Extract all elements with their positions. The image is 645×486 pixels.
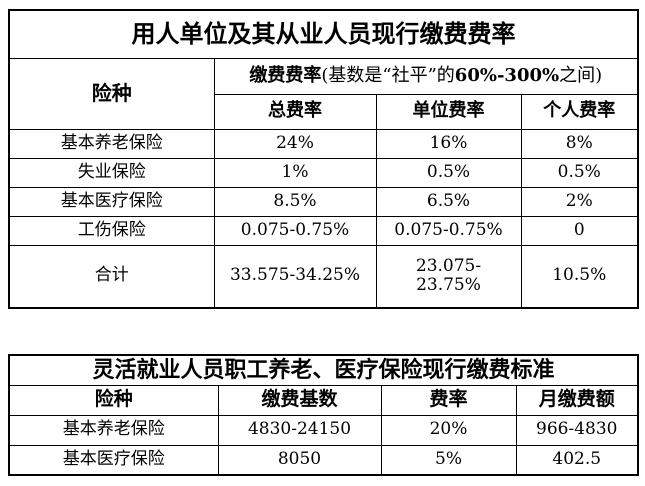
row-label-cell: 工伤保险	[8, 215, 215, 246]
rate-cell: 5%	[380, 444, 517, 476]
rate-cell: 20%	[380, 414, 517, 446]
employer-rate-cell: 16%	[375, 128, 522, 159]
total-rate-cell: 8.5%	[213, 186, 377, 217]
contribution-base-header: 缴费基数	[217, 384, 382, 416]
employer-rate-cell: 6.5%	[375, 186, 522, 217]
table-row-work-injury: 工伤保险 0.075-0.75% 0.075-0.75% 0	[8, 215, 639, 246]
monthly-amount-cell: 402.5	[515, 444, 639, 476]
row-label-cell: 基本医疗保险	[8, 444, 219, 476]
total-rate-cell: 24%	[213, 128, 377, 159]
employer-rate-cell: 0.075-0.75%	[375, 215, 522, 246]
personal-rate-cell: 10.5%	[520, 244, 639, 309]
total-rate-cell: 33.575-34.25%	[213, 244, 377, 309]
table1-title: 用人单位及其从业人员现行缴费费率	[8, 9, 639, 59]
table1-header-row-1: 险种 缴费费率(基数是“社平”的60%-300%之间)	[8, 57, 639, 130]
personal-rate-cell: 8%	[520, 128, 639, 159]
rate-base-header: 缴费费率(基数是“社平”的60%-300%之间)	[213, 57, 639, 95]
total-rate-header: 总费率	[213, 93, 377, 130]
rate-header-normal-part1: (基数是“社平”的	[321, 64, 455, 86]
rate-header-normal-part2: 之间)	[559, 64, 603, 86]
row-label-cell: 失业保险	[8, 157, 215, 188]
table2-title: 灵活就业人员职工养老、医疗保险现行缴费标准	[8, 354, 639, 386]
table-row-total: 合计 33.575-34.25% 23.075- 23.75% 10.5%	[8, 244, 639, 309]
table2-title-row: 灵活就业人员职工养老、医疗保险现行缴费标准	[8, 354, 639, 386]
insurance-type-header: 险种	[8, 57, 215, 130]
row-label-cell: 合计	[8, 244, 215, 309]
table1-header-row-2: 总费率 单位费率 个人费率	[9, 93, 639, 130]
personal-rate-cell: 2%	[520, 186, 639, 217]
monthly-amount-cell: 966-4830	[515, 414, 639, 446]
employer-rate-header: 单位费率	[375, 93, 522, 130]
table-row-pension: 基本养老保险 4830-24150 20% 966-4830	[8, 414, 639, 446]
contribution-base-cell: 8050	[217, 444, 382, 476]
row-label-cell: 基本养老保险	[8, 128, 215, 159]
employer-rate-cell: 23.075- 23.75%	[375, 244, 522, 309]
employer-rate-cell: 0.5%	[375, 157, 522, 188]
insurance-type-header: 险种	[8, 384, 219, 416]
row-label-cell: 基本医疗保险	[8, 186, 215, 217]
table1-title-row: 用人单位及其从业人员现行缴费费率	[8, 9, 639, 59]
personal-rate-cell: 0.5%	[520, 157, 639, 188]
personal-rate-header: 个人费率	[520, 93, 639, 130]
monthly-amount-header: 月缴费额	[515, 384, 639, 416]
table-row-medical: 基本医疗保险 8050 5% 402.5	[8, 444, 639, 476]
rate-header-bold-part2: 60%-300%	[454, 64, 560, 86]
total-rate-cell: 1%	[213, 157, 377, 188]
flexible-employment-standards-table: 灵活就业人员职工养老、医疗保险现行缴费标准 险种 缴费基数 费率 月缴费额 基本…	[8, 354, 640, 476]
rate-header: 费率	[380, 384, 517, 416]
contribution-base-cell: 4830-24150	[217, 414, 382, 446]
table2-header-row: 险种 缴费基数 费率 月缴费额	[8, 384, 639, 416]
employer-employee-rates-table: 用人单位及其从业人员现行缴费费率 险种 缴费费率(基数是“社平”的60%-300…	[8, 9, 639, 309]
table-row-medical: 基本医疗保险 8.5% 6.5% 2%	[8, 186, 639, 217]
personal-rate-cell: 0	[520, 215, 639, 246]
table-row-pension: 基本养老保险 24% 16% 8%	[8, 128, 639, 159]
rate-header-bold-part1: 缴费费率	[249, 64, 322, 86]
row-label-cell: 基本养老保险	[8, 414, 219, 446]
table-row-unemployment: 失业保险 1% 0.5% 0.5%	[8, 157, 639, 188]
total-rate-cell: 0.075-0.75%	[213, 215, 377, 246]
